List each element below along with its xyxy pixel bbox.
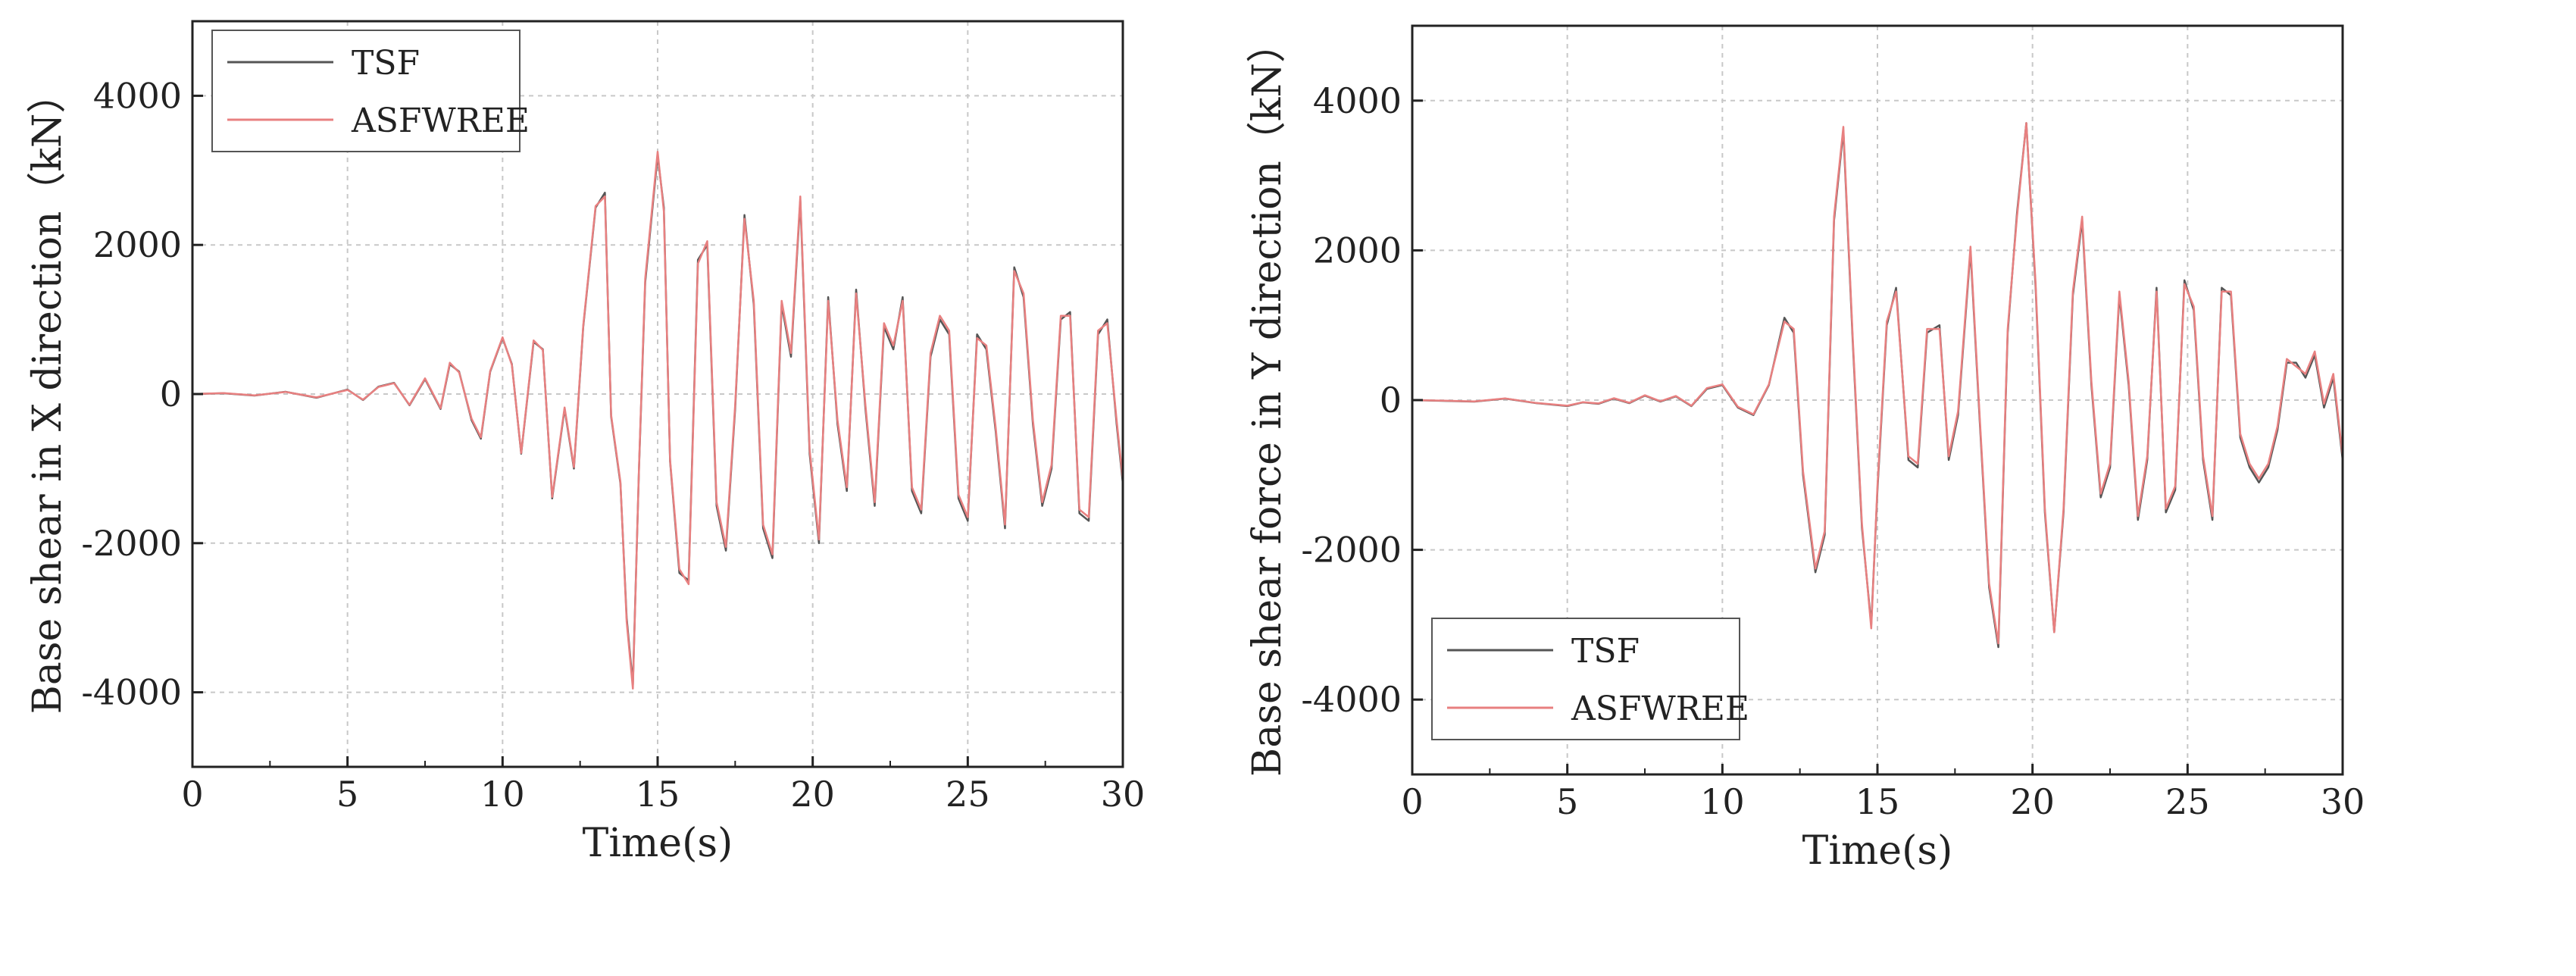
y-axis-title: Base shear force in Y direction（kN） bbox=[1245, 23, 1290, 777]
x-axis-title: Time(s) bbox=[583, 821, 733, 866]
series-line-asfwree bbox=[1411, 122, 2344, 645]
y-tick-label: 4000 bbox=[1313, 80, 1402, 121]
y-tick-label: -4000 bbox=[81, 672, 182, 713]
x-tick-label: 10 bbox=[480, 774, 525, 815]
x-axis-title: Time(s) bbox=[1802, 828, 1953, 874]
legend-label-tsf: TSF bbox=[1571, 632, 1640, 671]
y-tick-label: 4000 bbox=[93, 75, 182, 116]
x-tick-label: 20 bbox=[2010, 781, 2055, 822]
x-tick-label: 15 bbox=[636, 774, 680, 815]
legend-label-asfwree: ASFWREE bbox=[351, 102, 530, 140]
x-tick-label: 5 bbox=[1556, 781, 1578, 822]
legend-box bbox=[211, 30, 521, 152]
x-tick-label: 5 bbox=[336, 774, 358, 815]
y-axis-title: Base shear in X direction（kN） bbox=[25, 74, 70, 715]
x-tick-label: 0 bbox=[1401, 781, 1423, 822]
y-tick-label: 2000 bbox=[1313, 230, 1402, 271]
legend-label-tsf: TSF bbox=[352, 44, 420, 83]
x-tick-label: 30 bbox=[1101, 774, 1146, 815]
x-tick-label: 15 bbox=[1855, 781, 1900, 822]
y-tick-label: 2000 bbox=[93, 224, 182, 265]
x-tick-label: 0 bbox=[181, 774, 203, 815]
legend-box bbox=[1431, 618, 1740, 740]
y-tick-label: -2000 bbox=[1301, 530, 1402, 571]
y-tick-label: 0 bbox=[1380, 380, 1402, 421]
legend-label-asfwree: ASFWREE bbox=[1571, 690, 1749, 728]
x-tick-label: 20 bbox=[790, 774, 835, 815]
x-tick-label: 30 bbox=[2321, 781, 2365, 822]
series-line-asfwree bbox=[192, 150, 1124, 690]
x-tick-label: 10 bbox=[1700, 781, 1745, 822]
x-tick-label: 25 bbox=[946, 774, 990, 815]
x-tick-label: 25 bbox=[2165, 781, 2210, 822]
y-tick-label: -2000 bbox=[81, 523, 182, 564]
y-tick-label: 0 bbox=[160, 374, 182, 414]
chart-x-direction: 0 5 10 15 20 25 30 -4000 -2000 0 2000 4000 Time(s) Ba… bbox=[25, 20, 1146, 866]
chart-y-direction: 0 5 10 15 20 25 30 -4000 -2000 0 2000 4000 Time(s) Ba… bbox=[1245, 23, 2365, 874]
y-tick-label: -4000 bbox=[1301, 679, 1402, 720]
